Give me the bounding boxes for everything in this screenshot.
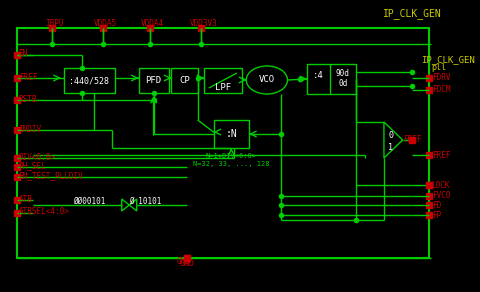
Text: EN_TEST_PLLDIV: EN_TEST_PLLDIV xyxy=(19,171,84,180)
FancyBboxPatch shape xyxy=(64,68,115,93)
Text: VDD3V3: VDD3V3 xyxy=(190,18,218,27)
Text: LOCK: LOCK xyxy=(432,180,450,190)
Text: Ø 10101: Ø 10101 xyxy=(129,197,161,206)
FancyBboxPatch shape xyxy=(307,64,356,94)
Text: DIV<6:0>: DIV<6:0> xyxy=(19,152,56,161)
FancyBboxPatch shape xyxy=(214,120,249,148)
Text: RSTB: RSTB xyxy=(19,95,37,103)
Text: VCO: VCO xyxy=(259,76,275,84)
Text: FP: FP xyxy=(432,211,441,220)
Text: INDIV: INDIV xyxy=(19,124,42,133)
Text: VDDA5: VDDA5 xyxy=(94,18,118,27)
Text: N=1+DIV<6:0>: N=1+DIV<6:0> xyxy=(206,153,257,159)
Text: PH_SEL: PH_SEL xyxy=(19,161,47,171)
Polygon shape xyxy=(384,122,403,158)
Text: CP: CP xyxy=(179,76,190,85)
Text: FD: FD xyxy=(432,201,441,209)
FancyBboxPatch shape xyxy=(204,68,241,93)
Text: ATB: ATB xyxy=(19,194,33,204)
Text: FDCM: FDCM xyxy=(432,86,450,95)
Text: 90d: 90d xyxy=(336,69,350,77)
Text: FREF: FREF xyxy=(432,150,450,159)
FancyBboxPatch shape xyxy=(17,28,429,258)
Polygon shape xyxy=(122,199,137,211)
Text: GND: GND xyxy=(177,258,191,267)
Text: 0d: 0d xyxy=(338,79,348,88)
Text: GND: GND xyxy=(180,260,195,269)
Text: VDDA4: VDDA4 xyxy=(141,18,164,27)
Text: FREF: FREF xyxy=(19,72,37,81)
Text: LPF: LPF xyxy=(215,83,231,92)
FancyBboxPatch shape xyxy=(171,68,198,93)
Text: pll: pll xyxy=(431,63,446,72)
Text: IBPU: IBPU xyxy=(45,18,63,27)
Text: :4: :4 xyxy=(313,70,324,79)
Text: :440/528: :440/528 xyxy=(70,76,109,85)
Text: ØØ00101: ØØ00101 xyxy=(73,197,105,206)
Text: IP_CLK_GEN: IP_CLK_GEN xyxy=(421,55,475,64)
Text: FVCO: FVCO xyxy=(432,192,450,201)
Text: FDRV: FDRV xyxy=(432,74,450,83)
Text: FREF: FREF xyxy=(403,135,421,145)
Text: 1: 1 xyxy=(388,142,393,152)
Text: N=32, 33, ..., 128: N=32, 33, ..., 128 xyxy=(193,161,270,167)
Text: EN: EN xyxy=(19,50,28,58)
FancyBboxPatch shape xyxy=(139,68,168,93)
Text: :N: :N xyxy=(226,129,237,139)
Ellipse shape xyxy=(246,66,288,94)
Text: IP_CLK_GEN: IP_CLK_GEN xyxy=(383,8,442,19)
Text: PFD: PFD xyxy=(145,76,162,85)
Text: 0: 0 xyxy=(388,131,393,140)
Text: ATBSEL<4:0>: ATBSEL<4:0> xyxy=(19,208,70,216)
